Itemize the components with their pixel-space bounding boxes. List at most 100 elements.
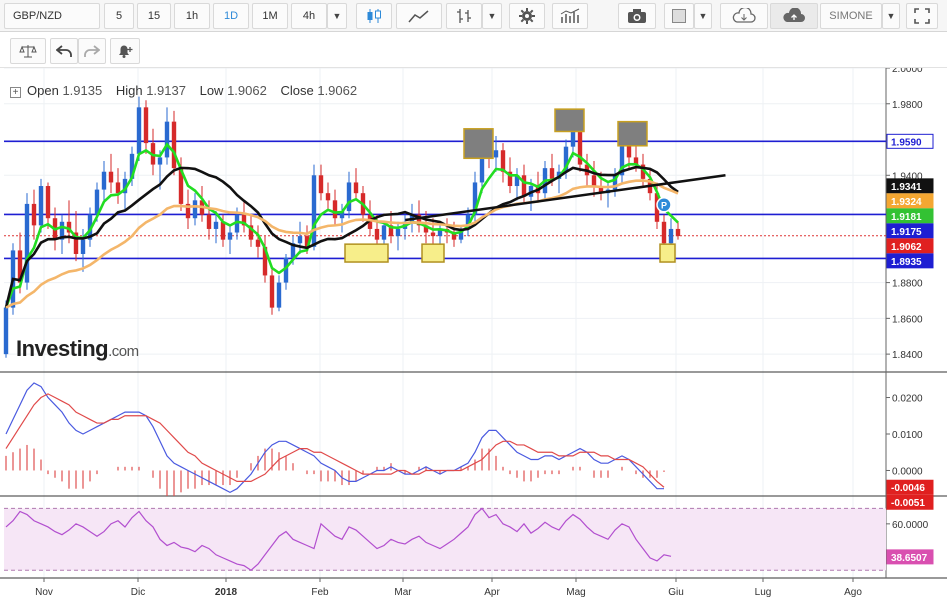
ohlc-bars-icon [457,9,471,23]
candle-body [430,232,436,237]
interval-15-button[interactable]: 15 [137,3,171,29]
low-label: Low [199,83,224,98]
alert-button[interactable] [110,38,140,64]
price-labels: 1.9590 1.9341 1.9324 1.9181 1.9175 1.9062 1.89… [886,133,934,565]
pane-separators [0,68,947,579]
candle-body [101,171,107,190]
interval-1h-button[interactable]: 1h [174,3,210,29]
fullscreen-button[interactable] [906,3,938,29]
candle-body [612,175,618,190]
chevron-down-icon: ▼ [886,11,896,21]
candle-body [143,107,149,144]
rsi-band [4,507,886,571]
chart-type-dropdown[interactable]: ▼ [482,3,502,29]
price-tick-label: 1.8400 [892,350,923,361]
candle-body [549,168,555,179]
cloud-load-button[interactable] [720,3,768,29]
candle-body [178,168,184,204]
marker-icon [656,197,672,213]
area-chart-button[interactable] [396,3,442,29]
price-label-bg [886,549,934,565]
candles-button[interactable] [356,3,392,29]
trendline [405,174,726,222]
moving-average-line [4,142,679,309]
cloud-save-button[interactable] [770,3,818,29]
time-tick-label: Mag [566,587,585,598]
user-dropdown[interactable]: ▼ [882,3,900,29]
interval-5-button[interactable]: 5 [104,3,134,29]
screenshot-button[interactable] [618,3,656,29]
candle-body [395,228,401,237]
time-tick-label: Dic [131,587,145,598]
interval-1d-button[interactable]: 1D [213,3,249,29]
candle-body [521,175,527,197]
price-label-bg [886,178,934,194]
open-value: 1.9135 [62,83,103,98]
symbol-input[interactable]: GBP/NZD [4,3,100,29]
price-label-text: 1.9175 [891,227,922,238]
price-tick-label: 1.9800 [892,100,923,111]
expand-icon[interactable]: + [10,87,21,98]
candlestick-icon [367,9,381,23]
candle-body [136,107,142,154]
price-axis: 2.0000 1.9800 1.9400 1.8800 1.8600 1.8400 0.02… [886,68,929,531]
candle-body [661,221,667,244]
interval-1m-button[interactable]: 1M [252,3,288,29]
investing-logo: Investing.com [16,336,139,362]
bars-button[interactable] [446,3,482,29]
rsi-line [5,507,672,572]
logo-name: Investing [16,336,109,361]
chevron-down-icon: ▼ [487,11,497,21]
interval-4h-button[interactable]: 4h [291,3,327,29]
candle-body [80,239,86,254]
highlight-box [421,243,445,263]
candle-body [374,228,380,240]
highlight-box [554,108,585,133]
candle-body [108,171,114,183]
candle-body [423,225,429,233]
time-tick-label: Feb [311,587,329,598]
interval-dropdown[interactable]: ▼ [327,3,347,29]
macd-line [5,382,664,494]
price-label-text: 1.9590 [891,137,922,148]
time-tick-label: Nov [35,587,53,598]
indicators-button[interactable] [552,3,588,29]
candle-body [304,236,310,247]
color-dropdown[interactable]: ▼ [694,3,712,29]
high-label: High [115,83,143,98]
interval-label: 15 [147,10,161,22]
candle-body [276,282,282,308]
candle-body [129,153,135,179]
candle-body [577,125,583,165]
candle-body [591,175,597,187]
marker-label: P [661,200,667,210]
undo-button[interactable] [50,38,78,64]
candle-body [619,143,625,176]
candle-body [248,225,254,240]
price-tick-label: 1.8800 [892,279,923,290]
compare-button[interactable] [10,38,46,64]
candle-body [3,307,9,355]
candle-body [318,175,324,194]
candle-body [570,125,576,147]
candle-body [346,182,352,212]
candle-body [255,239,261,247]
candle-body [339,211,345,219]
price-label: 1.9181 [886,208,934,224]
candle-body [353,182,359,194]
high-value: 1.9137 [146,83,186,98]
low-value: 1.9062 [227,83,267,98]
close-value: 1.9062 [317,83,358,98]
gear-icon [519,8,535,24]
candle-body [262,246,268,276]
candle-body [283,257,289,283]
price-label-text: 1.9324 [891,197,922,208]
user-menu-button[interactable]: SIMONE [820,3,882,29]
settings-button[interactable] [509,3,545,29]
color-picker-button[interactable] [664,3,694,29]
time-tick-label: 2018 [215,587,238,598]
rsi-band-fill [4,508,886,571]
candle-body [416,214,422,226]
redo-button[interactable] [78,38,106,64]
chart-canvas[interactable]: P 2.0000 1.9800 1.9400 1.8800 1.8600 1.8400 0.… [0,68,947,605]
